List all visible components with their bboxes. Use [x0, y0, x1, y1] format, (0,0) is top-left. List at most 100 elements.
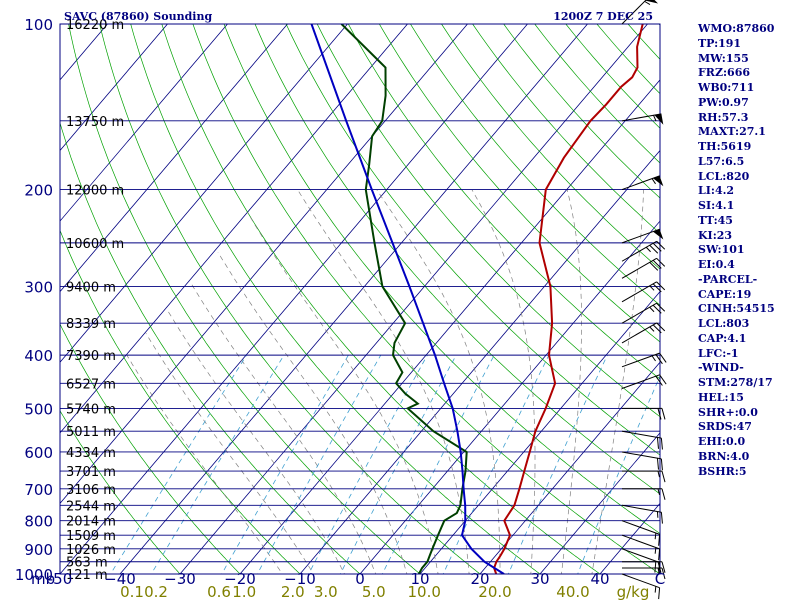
pressure-tick-label: 900	[24, 541, 53, 559]
barb-half-flag	[653, 115, 657, 122]
dry-adiabat	[316, 24, 660, 418]
dry-adiabat	[285, 24, 660, 456]
index-item: L57:6.5	[698, 154, 745, 168]
barb-flag	[659, 352, 667, 363]
isotherm	[479, 361, 660, 574]
index-item: FRZ:666	[698, 66, 751, 80]
isotherm	[60, 24, 528, 574]
height-label: 563 m	[66, 556, 108, 571]
mixing-ratio-line	[507, 354, 608, 574]
dry-adiabat	[130, 24, 541, 574]
barb-half-flag	[657, 470, 660, 478]
moist-adiabat	[190, 282, 377, 574]
index-item: TT:45	[698, 213, 733, 227]
wind-barb	[621, 534, 661, 561]
barb-half-flag	[649, 326, 655, 332]
barb-staff	[621, 430, 662, 439]
pressure-unit-label: mb	[31, 570, 55, 588]
dry-adiabat	[60, 323, 241, 574]
temperature-tick-label: −20	[224, 570, 256, 588]
barb-flag	[654, 561, 657, 573]
barb-flag	[656, 302, 666, 312]
index-item: BRN:4.0	[698, 449, 750, 463]
index-item: MW:155	[698, 51, 749, 65]
plot-frame	[59, 23, 661, 575]
temperature-tick-label: 0	[355, 570, 365, 588]
barb-staff	[621, 548, 660, 563]
index-item: CAP:4.1	[698, 331, 747, 345]
mixing-ratio-label: 40.0	[556, 583, 589, 600]
moist-adiabat	[145, 333, 314, 574]
height-label: 121 m	[66, 568, 108, 583]
temperature-tick-label: C	[655, 570, 665, 588]
dewpoint-profile	[340, 24, 468, 574]
height-label: 13750 m	[66, 115, 124, 130]
index-item: CAPE:19	[698, 287, 752, 301]
station-title: SAVC (87860) Sounding	[64, 10, 212, 23]
barb-staff	[621, 451, 662, 460]
index-item: CINH:54515	[698, 302, 775, 316]
height-label: 2544 m	[66, 499, 116, 514]
isotherm	[119, 24, 588, 574]
mixing-ratio-label: 2.0	[281, 583, 305, 600]
barb-flag	[660, 458, 663, 471]
index-item: RH:57.3	[698, 110, 749, 124]
dry-adiabat	[60, 121, 361, 574]
height-label: 1026 m	[66, 543, 116, 558]
moist-adiabat	[471, 189, 536, 574]
height-label: 8339 m	[66, 317, 116, 332]
barb-staff	[621, 520, 660, 535]
pressure-tick-label: 700	[24, 481, 53, 499]
temperature-tick-label: -50	[48, 570, 73, 588]
dry-adiabat	[441, 24, 660, 270]
mixing-ratio-label: 10.0	[407, 583, 440, 600]
barb-pennant	[645, 0, 659, 4]
pressure-tick-label: 800	[24, 513, 53, 531]
pressure-tick-label: 500	[24, 400, 53, 418]
wind-barb	[622, 470, 666, 483]
moist-adiabat	[217, 252, 408, 574]
barb-flag	[661, 470, 666, 483]
wind-barb	[621, 430, 663, 450]
isotherm	[60, 24, 408, 434]
wind-barb	[622, 407, 666, 420]
wind-barb	[622, 561, 666, 573]
height-label: 5740 m	[66, 402, 116, 417]
mixing-ratio-line	[442, 354, 550, 574]
height-label: 4334 m	[66, 446, 116, 461]
wind-barb	[621, 520, 661, 546]
barb-flag	[656, 322, 666, 332]
height-label: 3701 m	[66, 465, 116, 480]
mixing-ratio-label: g/kg	[617, 583, 650, 600]
wind-barb	[621, 240, 666, 262]
barb-flag	[652, 324, 662, 334]
index-item: SI:4.1	[698, 199, 735, 212]
isotherm	[359, 220, 660, 574]
temperature-tick-label: 10	[410, 570, 429, 588]
pressure-tick-label: 300	[24, 278, 53, 296]
wind-barb	[621, 302, 666, 324]
height-label: 10600 m	[66, 237, 124, 252]
isotherm	[239, 79, 660, 574]
dry-adiabat	[347, 24, 660, 380]
barb-flag	[652, 259, 662, 269]
mixing-ratio-label: 20.0	[478, 583, 511, 600]
parcel-profile	[310, 24, 505, 574]
barb-flag	[661, 561, 666, 573]
index-item: EHI:0.0	[698, 435, 746, 448]
pressure-tick-label: 600	[24, 444, 53, 462]
index-item: WMO:87860	[698, 22, 775, 35]
sounding-indices: WMO:87860 TP:191 MW:155 FRZ:666 WB0:711 PW:0.…	[698, 22, 798, 479]
barb-pennant	[653, 175, 664, 187]
isotherm	[60, 24, 288, 293]
mixing-ratio-label: 3.0	[314, 583, 338, 600]
temperature-tick-label: 20	[470, 570, 489, 588]
barb-flag	[658, 534, 661, 546]
moist-adiabat	[297, 189, 470, 574]
index-item: SW:101	[698, 243, 745, 257]
isotherm	[539, 432, 660, 574]
barb-staff	[621, 281, 657, 303]
wind-barb	[621, 504, 663, 524]
barb-half-flag	[651, 355, 656, 362]
